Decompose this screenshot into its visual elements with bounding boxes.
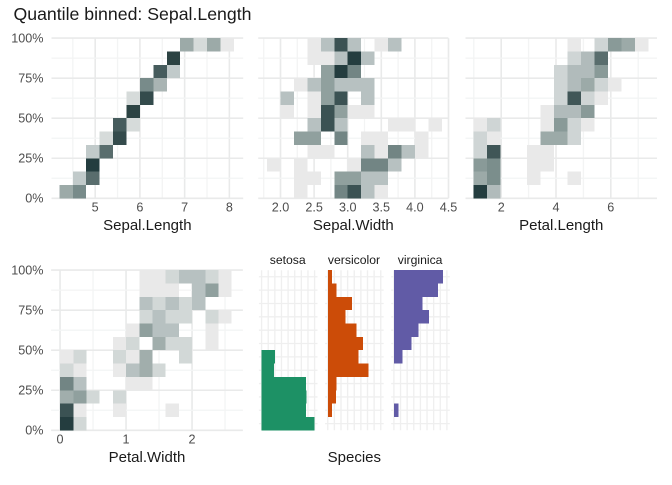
svg-text:75%: 75% [18, 72, 43, 86]
svg-text:4.0: 4.0 [406, 201, 424, 215]
svg-text:100%: 100% [11, 264, 43, 278]
svg-text:4: 4 [552, 201, 559, 215]
svg-text:Species: Species [328, 449, 381, 466]
svg-text:4.5: 4.5 [440, 201, 458, 215]
svg-text:50%: 50% [18, 344, 43, 358]
svg-text:6: 6 [607, 201, 614, 215]
svg-text:2: 2 [189, 433, 196, 447]
svg-text:2.5: 2.5 [305, 201, 323, 215]
svg-text:75%: 75% [18, 304, 43, 318]
svg-text:versicolor: versicolor [328, 253, 380, 267]
svg-text:Quantile binned: Sepal.Length: Quantile binned: Sepal.Length [14, 4, 252, 24]
svg-text:5: 5 [92, 201, 99, 215]
svg-text:7: 7 [181, 201, 188, 215]
svg-text:virginica: virginica [398, 253, 443, 267]
svg-text:0: 0 [57, 433, 64, 447]
svg-text:0%: 0% [25, 424, 43, 438]
svg-text:2: 2 [498, 201, 505, 215]
svg-text:Sepal.Length: Sepal.Length [103, 217, 191, 234]
svg-text:2.0: 2.0 [272, 201, 290, 215]
svg-text:Petal.Length: Petal.Length [519, 217, 603, 234]
svg-text:Sepal.Width: Sepal.Width [313, 217, 394, 234]
svg-text:50%: 50% [18, 112, 43, 126]
svg-text:setosa: setosa [270, 253, 306, 267]
svg-text:3.5: 3.5 [373, 201, 391, 215]
svg-text:6: 6 [136, 201, 143, 215]
svg-text:25%: 25% [18, 384, 43, 398]
svg-text:100%: 100% [11, 32, 43, 46]
svg-text:25%: 25% [18, 152, 43, 166]
svg-text:1: 1 [123, 433, 130, 447]
svg-text:0%: 0% [25, 192, 43, 206]
svg-text:3.0: 3.0 [339, 201, 357, 215]
svg-text:Petal.Width: Petal.Width [109, 449, 186, 466]
svg-text:8: 8 [226, 201, 233, 215]
